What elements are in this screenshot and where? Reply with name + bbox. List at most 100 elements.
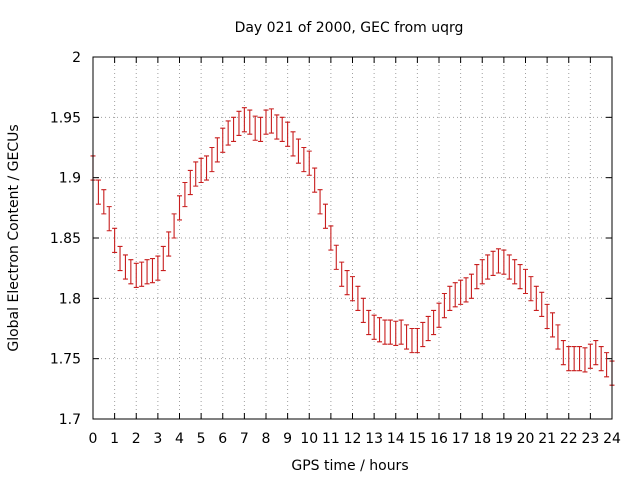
gec-error-bar	[285, 121, 291, 147]
y-tick-label: 1.9	[59, 171, 81, 187]
gec-error-bar	[598, 346, 604, 372]
gec-error-bar	[236, 110, 242, 136]
x-tick-label: 0	[89, 431, 98, 447]
x-tick-label: 17	[452, 431, 470, 447]
gec-error-bar	[214, 137, 220, 163]
data-points	[90, 107, 615, 386]
gec-error-bar	[204, 155, 210, 181]
gec-error-bar	[187, 169, 193, 196]
gec-error-bar	[339, 261, 345, 287]
x-tick-label: 5	[197, 431, 206, 447]
gec-error-bar	[501, 249, 507, 275]
gec-error-bar	[177, 195, 182, 221]
grid-layer	[93, 57, 612, 419]
gec-error-bar	[101, 189, 107, 215]
x-axis-label: GPS time / hours	[291, 458, 408, 474]
gec-error-bar	[247, 109, 253, 135]
x-tick-label: 14	[387, 431, 405, 447]
gec-error-bar	[393, 320, 399, 346]
x-tick-label: 15	[408, 431, 426, 447]
gec-error-bar	[166, 231, 172, 257]
gec-error-bar	[144, 259, 150, 285]
gec-error-bar	[404, 324, 410, 350]
gec-error-bar	[344, 270, 350, 296]
gec-error-bar	[328, 225, 334, 251]
gec-error-bar	[458, 279, 464, 305]
gec-error-bar	[387, 319, 393, 345]
gec-error-bar	[106, 206, 112, 232]
gec-error-bar	[155, 255, 161, 281]
gec-error-bar	[371, 314, 377, 340]
y-tick-label: 1.85	[50, 231, 81, 247]
gec-error-bar	[447, 285, 453, 311]
gec-error-bar	[220, 127, 226, 153]
gec-error-bar	[593, 340, 599, 366]
gec-error-bar	[225, 120, 231, 146]
gec-error-bar	[436, 302, 442, 328]
gec-error-bar	[539, 291, 545, 317]
x-tick-label: 10	[300, 431, 318, 447]
gec-error-bar	[490, 250, 496, 276]
gec-error-bar	[333, 244, 339, 270]
gec-error-bar	[571, 346, 577, 372]
x-tick-label: 8	[262, 431, 271, 447]
gec-error-bar	[274, 114, 280, 140]
x-tick-label: 7	[240, 431, 249, 447]
gec-error-bar	[241, 107, 247, 133]
x-tick-label: 22	[560, 431, 578, 447]
gec-error-bar	[566, 346, 572, 372]
x-tick-label: 3	[153, 431, 162, 447]
gec-error-bar	[560, 340, 566, 366]
gec-error-bar	[533, 285, 539, 311]
gec-error-bar	[377, 317, 383, 343]
gec-error-bar	[263, 109, 269, 135]
gec-error-bar	[306, 150, 312, 176]
y-tick-labels: 1.7 1.75 1.8 1.85 1.9 1.95 2	[50, 50, 81, 428]
gec-error-bar	[322, 203, 328, 229]
y-tick-label: 1.95	[50, 110, 81, 126]
y-tick-label: 1.8	[59, 291, 81, 307]
x-tick-label: 13	[365, 431, 383, 447]
gec-error-bar	[420, 321, 426, 348]
x-tick-label: 18	[473, 431, 491, 447]
x-tick-label: 24	[603, 431, 621, 447]
gec-error-bar	[360, 297, 366, 324]
gec-error-bar	[425, 315, 431, 342]
gec-error-bar	[312, 167, 318, 193]
gec-error-bar	[468, 273, 474, 299]
gec-error-bar	[95, 179, 101, 205]
gec-error-bar	[506, 254, 512, 280]
x-tick-label: 12	[344, 431, 362, 447]
gec-error-bar	[550, 312, 556, 338]
gec-error-bar	[528, 276, 534, 302]
gec-error-bar	[495, 248, 501, 274]
gec-error-bar	[517, 263, 523, 290]
gec-error-bar	[414, 327, 420, 354]
x-tick-label: 21	[538, 431, 556, 447]
gec-error-bar	[577, 346, 583, 372]
gec-error-bar	[441, 292, 447, 319]
gec-error-bar	[258, 116, 264, 143]
gec-error-bar	[122, 254, 128, 280]
gec-error-bar	[582, 347, 588, 373]
x-tick-label: 23	[581, 431, 599, 447]
gec-error-bar	[317, 189, 323, 215]
gec-error-bar	[409, 327, 415, 354]
gec-error-bar	[355, 285, 361, 311]
ticks-layer	[92, 56, 613, 420]
gec-error-bar	[474, 263, 480, 290]
plot-frame	[92, 56, 613, 420]
gec-error-bar	[544, 303, 550, 330]
gec-error-bar	[133, 262, 139, 289]
gec-error-bar	[209, 146, 215, 173]
gec-error-bar	[366, 309, 372, 336]
x-tick-label: 19	[495, 431, 513, 447]
gec-error-bar	[295, 138, 301, 164]
gec-error-bar	[512, 259, 518, 285]
x-tick-label: 9	[283, 431, 292, 447]
gec-error-bar	[290, 131, 296, 157]
x-tick-label: 16	[430, 431, 448, 447]
gec-error-bar	[160, 245, 166, 272]
x-tick-label: 20	[517, 431, 535, 447]
